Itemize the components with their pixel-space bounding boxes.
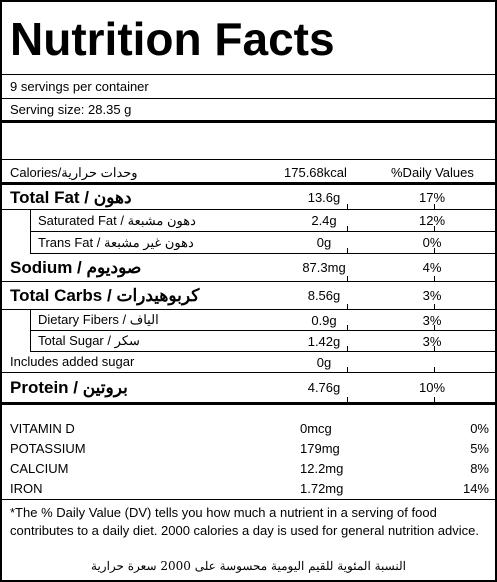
rule-thick — [2, 182, 495, 185]
vitamin-dv: 14% — [462, 481, 489, 496]
nutrient-name: Dietary Fibers / الياف — [38, 312, 159, 327]
nutrient-dv: 17% — [418, 190, 446, 205]
rule — [434, 204, 435, 209]
nutrient-amount: 0g — [316, 354, 332, 370]
rule — [347, 204, 348, 209]
vitamin-amount: 0mcg — [300, 421, 332, 436]
nutrient-name: Saturated Fat / دهون مشبعة — [38, 212, 196, 228]
footnote: *The % Daily Value (DV) tells you how mu… — [10, 505, 479, 538]
rule — [347, 276, 348, 281]
nutrient-name: Includes added sugar — [10, 354, 135, 369]
rule — [347, 346, 348, 351]
calories-value: 175.68kcal — [284, 165, 347, 180]
rule — [347, 304, 348, 309]
rule — [434, 397, 435, 402]
calories-label: Calories/وحدات حرارية — [10, 165, 138, 180]
nutrient-name: Total Sugar / سكر — [38, 333, 140, 348]
nutrient-dv: 3% — [422, 312, 442, 328]
nutrient-dv: 0% — [422, 235, 442, 250]
rule — [347, 367, 348, 372]
nutrient-amount: 87.3mg — [302, 260, 346, 275]
rule — [30, 253, 495, 254]
nutrient-dv: 10% — [418, 380, 446, 395]
rule — [30, 330, 495, 331]
nutrient-amount: 1.42g — [307, 333, 341, 349]
serving-size: Serving size: 28.35 g — [10, 102, 132, 117]
rule — [434, 226, 435, 231]
rule-thick — [2, 120, 495, 123]
rule — [30, 351, 495, 352]
rule — [30, 330, 31, 351]
nutrient-name: Total Fat / دهون — [10, 187, 132, 207]
rule — [2, 499, 495, 500]
nutrient-amount: 2.4g — [311, 213, 337, 228]
nutrient-dv: 3% — [422, 333, 442, 349]
nutrient-amount: 0g — [316, 235, 332, 250]
rule — [434, 304, 435, 309]
rule — [2, 159, 495, 160]
vitamin-name: VITAMIN D — [10, 421, 75, 436]
nutrient-name: Total Carbs / كربوهيدرات — [10, 285, 200, 305]
servings: 9 servings per container — [10, 79, 149, 94]
footnote-arabic: النسبة المئوية للقيم اليومية محسوسة على … — [91, 559, 406, 573]
rule — [434, 276, 435, 281]
rule — [2, 209, 495, 210]
vitamin-dv: 0% — [470, 421, 489, 436]
rule — [30, 231, 495, 232]
rule — [347, 397, 348, 402]
rule — [347, 325, 348, 330]
rule — [347, 226, 348, 231]
nutrient-amount: 4.76g — [307, 380, 341, 395]
dv-header: %Daily Values — [391, 165, 474, 180]
rule — [30, 231, 31, 253]
vitamin-amount: 12.2mg — [300, 461, 344, 476]
nutrient-amount: 8.56g — [307, 288, 341, 303]
nutrient-name: Trans Fat / دهون غير مشبعة — [38, 234, 194, 250]
nutrient-amount: 0.9g — [311, 312, 337, 328]
rule-thick — [2, 402, 495, 405]
nutrient-dv: 12% — [418, 213, 446, 228]
rule — [2, 281, 495, 282]
rule — [2, 309, 495, 310]
vitamin-dv: 8% — [470, 461, 489, 476]
vitamin-amount: 1.72mg — [300, 481, 344, 496]
rule — [434, 325, 435, 330]
rule — [2, 98, 495, 99]
title: Nutrition Facts — [10, 13, 335, 65]
vitamin-amount: 179mg — [300, 441, 340, 456]
vitamin-name: POTASSIUM — [10, 441, 86, 456]
rule — [30, 309, 31, 330]
rule — [434, 346, 435, 351]
rule — [434, 248, 435, 253]
rule — [2, 372, 495, 373]
nutrient-name: Protein / بروتين — [10, 377, 128, 397]
vitamin-name: CALCIUM — [10, 461, 69, 476]
nutrient-dv: 4% — [422, 260, 442, 275]
nutrient-dv: 3% — [422, 288, 442, 303]
nutrient-name: Sodium / صوديوم — [10, 257, 142, 277]
nutrient-amount: 13.6g — [307, 190, 341, 205]
rule — [434, 367, 435, 372]
rule — [30, 209, 31, 231]
rule — [347, 248, 348, 253]
vitamin-name: IRON — [10, 481, 43, 496]
rule — [2, 74, 495, 75]
vitamin-dv: 5% — [470, 441, 489, 456]
